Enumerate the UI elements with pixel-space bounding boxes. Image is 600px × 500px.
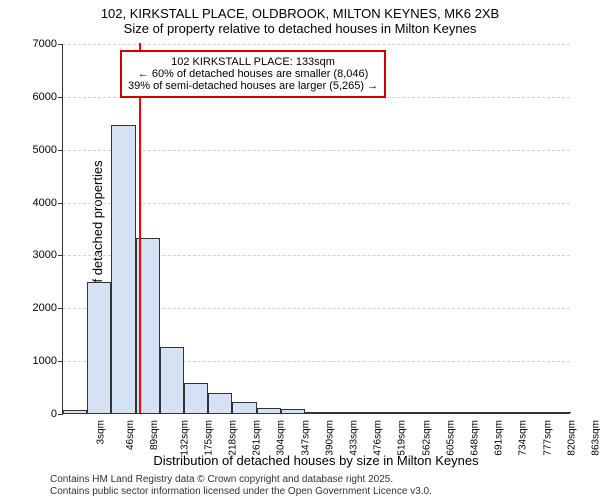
x-tick-label: 46sqm (125, 420, 136, 450)
x-tick-label: 304sqm (276, 420, 287, 456)
histogram-bar (63, 410, 87, 413)
histogram-bar (329, 412, 353, 413)
y-tick-label: 1000 (33, 355, 57, 367)
y-tick (58, 203, 63, 204)
histogram-bar (160, 347, 184, 413)
histogram-bar (281, 409, 305, 413)
histogram-bar (87, 282, 111, 413)
histogram-bar (353, 412, 377, 413)
y-tick-label: 6000 (33, 91, 57, 103)
x-tick-label: 218sqm (228, 420, 239, 456)
y-tick-label: 2000 (33, 302, 57, 314)
x-tick-label: 132sqm (179, 420, 190, 456)
footer-attribution: Contains HM Land Registry data © Crown c… (50, 474, 432, 498)
histogram-bar (402, 412, 426, 413)
histogram-bar (305, 412, 329, 413)
y-tick-label: 5000 (33, 144, 57, 156)
histogram-bar (523, 412, 547, 413)
histogram-bar (184, 383, 208, 413)
y-tick-label: 7000 (33, 38, 57, 50)
x-tick-label: 347sqm (300, 420, 311, 456)
histogram-bar (232, 402, 256, 413)
x-tick-label: 648sqm (470, 420, 481, 456)
footer-line-1: Contains HM Land Registry data © Crown c… (50, 474, 432, 486)
x-tick-label: 3sqm (96, 420, 107, 444)
y-tick-label: 3000 (33, 249, 57, 261)
annotation-line: ← 60% of detached houses are smaller (8,… (128, 68, 378, 80)
histogram-bar (208, 393, 232, 413)
x-tick-label: 734sqm (518, 420, 529, 456)
title-line-2: Size of property relative to detached ho… (0, 21, 600, 40)
footer-line-2: Contains public sector information licen… (50, 486, 432, 498)
x-tick-label: 261sqm (252, 420, 263, 456)
y-tick (58, 44, 63, 45)
x-tick-label: 691sqm (494, 420, 505, 456)
annotation-box: 102 KIRKSTALL PLACE: 133sqm← 60% of deta… (120, 50, 386, 98)
x-tick-label: 519sqm (397, 420, 408, 456)
y-tick (58, 361, 63, 362)
property-marker-line (139, 43, 141, 413)
x-tick-label: 476sqm (373, 420, 384, 456)
histogram-bar (547, 412, 571, 413)
x-tick-label: 562sqm (421, 420, 432, 456)
y-tick (58, 97, 63, 98)
annotation-line: 39% of semi-detached houses are larger (… (128, 80, 378, 92)
x-tick-label: 175sqm (203, 420, 214, 456)
x-tick-label: 89sqm (149, 420, 160, 450)
y-tick-label: 4000 (33, 197, 57, 209)
x-tick-label: 390sqm (324, 420, 335, 456)
y-tick-label: 0 (51, 408, 57, 420)
y-tick (58, 414, 63, 415)
x-tick-label: 777sqm (542, 420, 553, 456)
histogram-bar (450, 412, 474, 413)
histogram-bar (426, 412, 450, 413)
histogram-bar (377, 412, 401, 413)
y-tick (58, 150, 63, 151)
x-tick-label: 863sqm (590, 420, 600, 456)
y-tick (58, 308, 63, 309)
histogram-bar (111, 125, 135, 413)
histogram-bar (257, 408, 281, 413)
histogram-bar (474, 412, 498, 413)
histogram-bar (498, 412, 522, 413)
y-tick (58, 255, 63, 256)
x-tick-label: 820sqm (566, 420, 577, 456)
x-tick-label: 433sqm (349, 420, 360, 456)
annotation-line: 102 KIRKSTALL PLACE: 133sqm (128, 56, 378, 68)
x-tick-label: 605sqm (445, 420, 456, 456)
histogram-chart: 102 KIRKSTALL PLACE: 133sqm← 60% of deta… (62, 44, 570, 414)
title-line-1: 102, KIRKSTALL PLACE, OLDBROOK, MILTON K… (0, 0, 600, 21)
